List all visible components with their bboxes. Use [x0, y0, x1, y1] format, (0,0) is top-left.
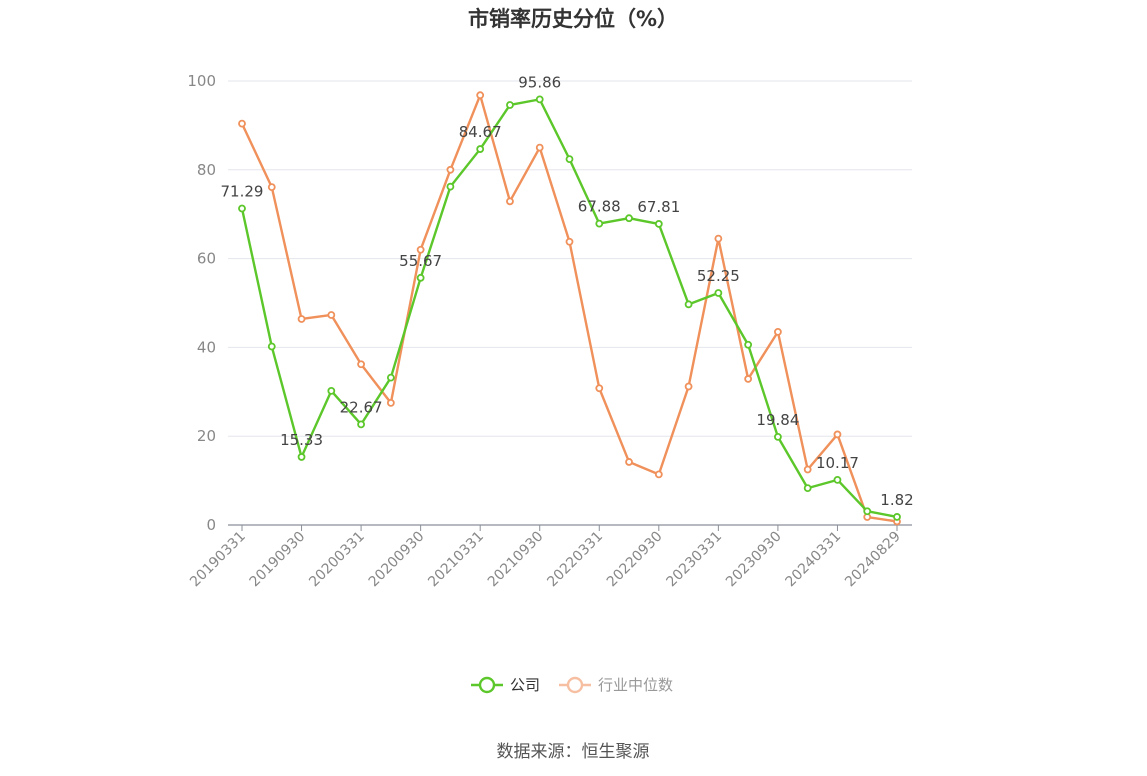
- data-point[interactable]: [238, 204, 246, 213]
- data-point[interactable]: [357, 420, 365, 429]
- legend[interactable]: 公司 行业中位数: [471, 676, 673, 694]
- x-tick-label: 20190930: [247, 529, 309, 591]
- data-point[interactable]: [833, 475, 842, 484]
- data-point[interactable]: [684, 300, 693, 309]
- x-tick-label: 20210930: [485, 529, 547, 591]
- data-point[interactable]: [357, 360, 365, 369]
- data-point[interactable]: [506, 101, 514, 109]
- data-point[interactable]: [535, 95, 544, 104]
- series-0: [238, 95, 901, 521]
- x-tick-label: 20240829: [842, 529, 904, 591]
- x-tick-label: 20230930: [723, 529, 785, 591]
- legend-marker-icon: [478, 676, 496, 694]
- data-label: 10.17: [816, 454, 859, 472]
- x-tick-label: 20190331: [187, 529, 249, 591]
- data-label: 95.86: [518, 73, 561, 91]
- data-point[interactable]: [654, 470, 663, 479]
- x-tick-label: 20230331: [663, 529, 725, 591]
- data-point[interactable]: [297, 315, 306, 323]
- y-tick-label: 40: [197, 338, 216, 356]
- x-tick-label: 20210331: [425, 529, 487, 591]
- data-point[interactable]: [595, 384, 604, 393]
- data-source: 数据来源：恒生聚源: [497, 742, 650, 762]
- data-point[interactable]: [446, 182, 455, 191]
- data-label: 84.67: [459, 123, 502, 141]
- data-point[interactable]: [416, 273, 425, 282]
- data-point[interactable]: [714, 289, 723, 297]
- data-label: 71.29: [221, 182, 264, 200]
- data-point[interactable]: [416, 245, 425, 254]
- x-tick-label: 20240331: [783, 529, 845, 591]
- legend-item-0[interactable]: 公司: [471, 676, 540, 694]
- data-point[interactable]: [893, 513, 901, 521]
- data-point[interactable]: [625, 214, 633, 223]
- legend-item-1[interactable]: 行业中位数: [559, 676, 673, 694]
- data-point[interactable]: [535, 143, 544, 152]
- data-point[interactable]: [386, 398, 395, 407]
- data-label: 15.33: [280, 431, 323, 449]
- data-point[interactable]: [774, 327, 782, 336]
- data-point[interactable]: [446, 165, 455, 174]
- data-point[interactable]: [327, 387, 336, 395]
- x-tick-label: 20200930: [366, 529, 428, 591]
- data-label: 52.25: [697, 267, 740, 285]
- data-point[interactable]: [565, 237, 574, 246]
- data-point[interactable]: [803, 465, 812, 474]
- x-tick-label: 20220331: [544, 529, 606, 591]
- series-1: [238, 91, 901, 526]
- data-point[interactable]: [297, 453, 306, 461]
- data-point[interactable]: [714, 234, 723, 243]
- data-labels: 71.29 15.33 22.67 55.67 84.67 95.86 67.88 67.81…: [221, 73, 914, 509]
- legend-marker-icon: [566, 676, 584, 694]
- data-label: 1.82: [880, 491, 913, 509]
- data-point[interactable]: [476, 145, 485, 153]
- data-point[interactable]: [833, 430, 842, 439]
- data-point[interactable]: [267, 183, 276, 192]
- data-point[interactable]: [595, 219, 604, 228]
- data-point[interactable]: [654, 220, 663, 228]
- data-point[interactable]: [744, 375, 753, 383]
- data-point[interactable]: [744, 340, 753, 349]
- y-axis: 0 20 40 60 80 100: [187, 72, 216, 534]
- chart-title: 市销率历史分位（%）: [468, 7, 678, 31]
- data-label: 55.67: [399, 252, 442, 270]
- series-layer: [238, 91, 901, 526]
- grid: [228, 80, 912, 437]
- data-label: 67.88: [578, 198, 621, 216]
- data-point[interactable]: [238, 119, 246, 128]
- y-tick-label: 20: [197, 427, 216, 445]
- legend-label: 行业中位数: [598, 676, 673, 694]
- data-point[interactable]: [565, 155, 574, 164]
- data-point[interactable]: [863, 507, 872, 516]
- y-tick-label: 0: [206, 516, 216, 534]
- data-label: 67.81: [637, 198, 680, 216]
- y-tick-label: 80: [197, 161, 216, 179]
- legend-label: 公司: [510, 676, 540, 694]
- data-point[interactable]: [625, 458, 633, 466]
- data-point[interactable]: [267, 342, 276, 351]
- y-tick-label: 60: [197, 250, 216, 268]
- data-label: 22.67: [340, 398, 383, 416]
- data-point[interactable]: [506, 197, 514, 206]
- data-point[interactable]: [774, 433, 782, 441]
- x-tick-label: 20200331: [306, 529, 368, 591]
- data-point[interactable]: [327, 311, 336, 319]
- data-label: 19.84: [756, 411, 799, 429]
- data-point[interactable]: [684, 382, 693, 391]
- data-point[interactable]: [386, 373, 395, 382]
- data-point[interactable]: [476, 91, 485, 100]
- x-tick-label: 20220930: [604, 529, 666, 591]
- x-axis: 2019033120190930202003312020093020210331…: [187, 524, 912, 591]
- data-point[interactable]: [803, 484, 812, 493]
- y-tick-label: 100: [187, 72, 216, 90]
